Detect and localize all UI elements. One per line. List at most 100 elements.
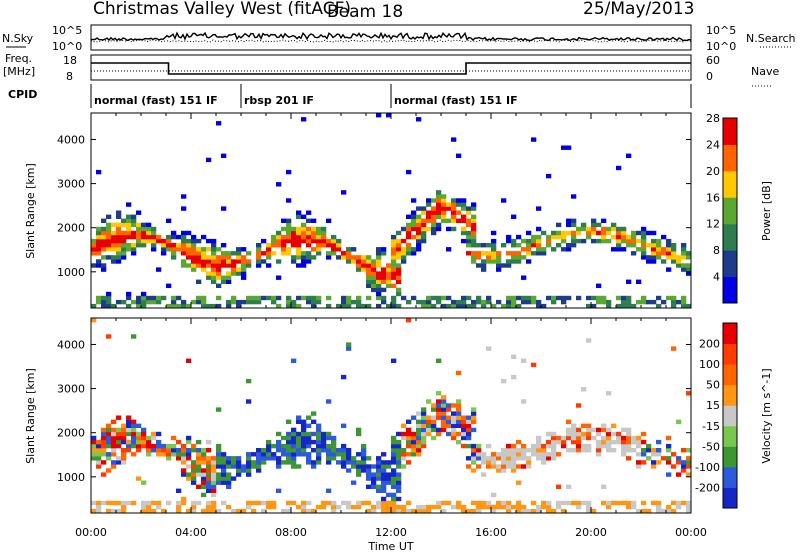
echo-cell: [251, 460, 257, 465]
echo-cell: [111, 464, 117, 469]
echo-cell: [121, 448, 127, 453]
echo-cell: [361, 263, 367, 268]
echo-cell: [191, 259, 197, 264]
echo-cell: [146, 238, 152, 244]
echo-cell: [221, 480, 227, 485]
echo-cell: [296, 431, 302, 437]
echo-cell: [296, 251, 302, 256]
echo-cell: [581, 500, 587, 506]
echo-cell: [246, 500, 252, 506]
echo-cell: [366, 456, 372, 461]
echo-cell: [391, 255, 397, 260]
echo-cell: [441, 218, 447, 223]
echo-cell: [416, 218, 422, 223]
echo-cell: [481, 452, 487, 457]
echo-cell: [551, 299, 557, 305]
echo-cell: [496, 500, 502, 506]
echo-cell: [536, 234, 542, 240]
echo-cell: [391, 247, 397, 252]
echo-cell: [431, 214, 437, 219]
echo-cell: [676, 460, 682, 465]
echo-cell: [666, 448, 672, 453]
echo-cell: [406, 443, 412, 449]
echo-cell: [391, 468, 397, 473]
echo-cell: [106, 435, 112, 441]
echo-cell: [146, 508, 152, 514]
echo-cell: [626, 279, 632, 284]
echo-cell: [311, 439, 317, 445]
echo-cell: [386, 472, 392, 477]
echo-cell: [471, 218, 477, 223]
echo-cell: [171, 443, 177, 449]
echo-cell: [681, 251, 687, 256]
echo-cell: [516, 234, 522, 240]
echo-cell: [401, 452, 407, 457]
echo-cell: [326, 251, 332, 256]
echo-cell: [231, 263, 237, 268]
echo-cell: [416, 452, 422, 457]
echo-cell: [146, 295, 152, 301]
echo-cell: [681, 468, 687, 473]
echo-cell: [426, 226, 432, 232]
echo-cell: [476, 299, 482, 305]
echo-cell: [481, 303, 487, 309]
echo-cell: [646, 230, 652, 236]
echo-cell: [271, 295, 277, 301]
echo-cell: [101, 218, 107, 223]
echo-cell: [166, 243, 172, 248]
echo-cell: [496, 456, 502, 461]
echo-cell: [101, 299, 107, 305]
echo-cell: [106, 243, 112, 248]
power-ylabel: Slant Range [km]: [24, 163, 37, 259]
echo-cell: [426, 508, 432, 514]
echo-cell: [451, 415, 457, 420]
echo-cell: [246, 460, 252, 465]
echo-cell: [381, 287, 387, 293]
echo-cell: [96, 295, 102, 301]
cpid-label: CPID: [8, 88, 37, 101]
echo-cell: [106, 508, 112, 514]
echo-cell: [296, 234, 302, 240]
echo-cell: [356, 452, 362, 457]
echo-cell: [491, 504, 497, 510]
echo-cell: [101, 500, 107, 506]
echo-cell: [146, 439, 152, 445]
colorbar-tick-label: -100: [695, 461, 720, 474]
echo-cell: [176, 508, 182, 514]
echo-cell: [401, 247, 407, 252]
echo-cell: [351, 456, 357, 461]
echo-cell: [206, 460, 212, 465]
echo-cell: [231, 456, 237, 461]
echo-cell: [216, 508, 222, 514]
colorbar-frame: [722, 117, 738, 304]
echo-cell: [106, 452, 112, 457]
echo-cell: [646, 259, 652, 264]
echo-cell: [486, 259, 492, 264]
echo-cell: [286, 508, 292, 514]
echo-cell: [391, 500, 397, 506]
echo-cell: [471, 407, 477, 412]
echo-cell: [101, 267, 107, 272]
echo-cell: [126, 431, 132, 437]
echo-cell: [461, 443, 467, 449]
echo-cell: [116, 214, 122, 219]
echo-cell: [676, 259, 682, 264]
echo-cell: [471, 427, 477, 433]
echo-cell: [146, 443, 152, 449]
echo-cell: [181, 452, 187, 457]
echo-cell: [496, 259, 502, 264]
echo-cell: [466, 222, 472, 228]
nave-tick-bottom: 0: [706, 70, 713, 83]
echo-cell: [96, 452, 102, 457]
echo-cell: [106, 443, 112, 449]
echo-cell: [111, 439, 117, 445]
echo-cell: [676, 504, 682, 510]
echo-cell: [366, 259, 372, 264]
echo-cell: [466, 210, 472, 215]
echo-cell: [176, 234, 182, 240]
echo-cell: [481, 267, 487, 272]
echo-cell: [651, 255, 657, 260]
echo-cell: [671, 303, 677, 309]
echo-cell: [176, 247, 182, 252]
echo-cell: [316, 460, 322, 465]
